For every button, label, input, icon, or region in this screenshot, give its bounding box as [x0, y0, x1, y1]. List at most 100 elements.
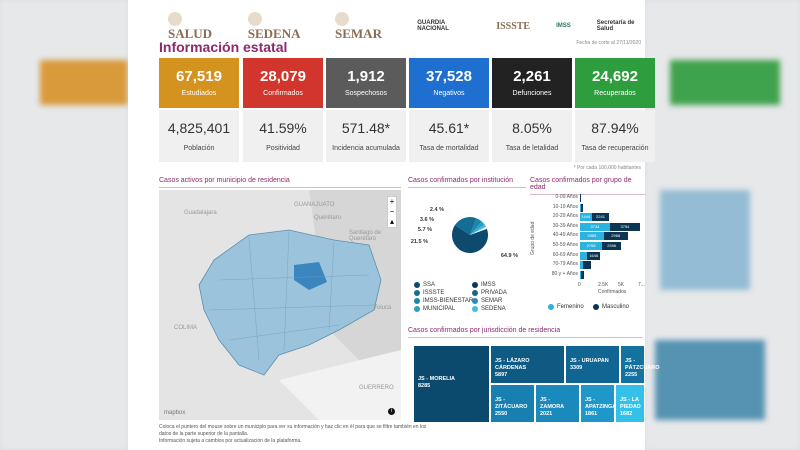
bar-male[interactable]: 3754 — [609, 222, 640, 231]
pie-slice[interactable] — [452, 225, 488, 253]
cell-value: 1682 — [620, 411, 633, 417]
legend-item[interactable]: SSA — [414, 282, 435, 288]
bar-female[interactable] — [580, 270, 582, 279]
age-group-label: 60-69 Años — [552, 251, 578, 258]
legend-dot-icon — [548, 304, 554, 310]
bar-female[interactable]: 2758 — [580, 242, 603, 250]
card-label: Estudiados — [181, 90, 217, 97]
treemap-cell[interactable]: JS - APATZINGÁN 1861 — [580, 384, 621, 423]
bar-male[interactable] — [580, 203, 583, 212]
stat-card-recuperados[interactable]: 24,692 Recuperados 87.94% Tasa de recuperac… — [575, 58, 655, 162]
legend-item[interactable]: PRIVADA — [472, 290, 507, 296]
map-label: GUANAJUATO — [294, 202, 335, 208]
cutoff-date: Fecha de corte al 27/11/2020 — [576, 40, 641, 46]
pie-slice[interactable] — [455, 217, 477, 235]
logo-salud: SALUD — [168, 10, 222, 42]
bar-female[interactable]: 2985 — [580, 232, 604, 241]
age-legend-item[interactable]: Masculino — [593, 304, 629, 310]
stat-card-sospechosos[interactable]: 1,912 Sospechosos 571.48* Incidencia acumul… — [326, 58, 406, 162]
mapbox-attribution[interactable]: mapbox — [164, 410, 186, 416]
legend-item[interactable]: MUNICIPAL — [414, 306, 455, 312]
age-group-label: 50-59 Años — [552, 242, 578, 248]
legend-label: IMSS — [481, 282, 496, 288]
pie-slice[interactable] — [470, 221, 485, 235]
card-sub-label: Positividad — [266, 145, 300, 152]
bar-female[interactable]: 1444 — [580, 213, 592, 222]
bar-male[interactable]: 2968 — [603, 232, 628, 241]
pie-label: 5.7 % — [418, 227, 432, 233]
cell-name: JS - LÁZARO CÁRDENAS — [495, 358, 530, 371]
legend-item[interactable]: SEMAR — [472, 298, 502, 304]
cell-name: JS - APATZINGÁN — [585, 397, 621, 410]
x-tick: 7... — [638, 282, 645, 288]
treemap-cell[interactable]: JS - PÁTZCUARO 2255 — [620, 345, 660, 384]
stat-card-negativos[interactable]: 37,528 Negativos 45.61* Tasa de mortalidad — [409, 58, 489, 162]
bar-male[interactable] — [583, 261, 591, 270]
map-label: Toluca — [374, 305, 392, 311]
legend-item[interactable]: IMSS-BIENESTAR — [414, 298, 473, 304]
map-shapes — [198, 190, 401, 420]
treemap-cell[interactable]: JS - ZAMORA 2021 — [535, 384, 580, 423]
compass-icon[interactable]: ▴ — [389, 217, 394, 226]
bar-male[interactable]: 2396 — [602, 242, 622, 250]
pie-slice[interactable] — [470, 224, 487, 235]
map-title: Casos activos por municipio de residenci… — [159, 177, 401, 188]
card-sub-value: 4,825,401 — [167, 120, 231, 136]
legend-dot-icon — [414, 298, 420, 304]
treemap-cell[interactable]: JS - URUAPAN 3309 — [565, 345, 620, 384]
footnote: Coloca el puntero del mouse sobre un mun… — [159, 424, 427, 437]
bar-male[interactable]: 2241 — [591, 213, 610, 222]
card-sub-value: 45.61* — [428, 120, 470, 136]
legend-item[interactable]: ISSSTE — [414, 290, 444, 296]
legend-label: MUNICIPAL — [423, 306, 456, 312]
map-zoom-controls[interactable]: + − ▴ — [387, 196, 397, 228]
bar-male[interactable]: 1646 — [587, 251, 601, 260]
bar-female[interactable]: 3744 — [580, 222, 610, 231]
institution-title: Casos confirmados por institución — [408, 177, 526, 188]
age-title: Casos confirmados por grupo de edad — [530, 177, 645, 195]
bar-male[interactable] — [581, 270, 585, 279]
legend-label: SSA — [423, 282, 436, 288]
map-label: GUERRERO — [359, 385, 394, 391]
legend-label: IMSS-BIENESTAR — [423, 298, 474, 304]
treemap-cell[interactable]: JS - ZITÁCUARO 2550 — [490, 384, 535, 423]
municipality-map[interactable]: Guadalajara GUANAJUATO Querétaro Santiag… — [159, 190, 401, 420]
cell-name: JS - ZITÁCUARO — [495, 397, 528, 410]
treemap-cell[interactable]: JS - LA PIEDAD 1682 — [615, 384, 645, 423]
pie-label: 3.6 % — [420, 217, 434, 223]
logo-sedena: SEDENA — [247, 10, 309, 42]
age-legend-item[interactable]: Femenino — [548, 304, 584, 310]
stat-card-confirmados[interactable]: 28,079 Confirmados 41.59% Positividad — [243, 58, 323, 162]
legend-item[interactable]: SEDENA — [472, 306, 506, 312]
legend-label: ISSSTE — [423, 290, 445, 296]
legend-label: Femenino — [557, 304, 584, 310]
legend-dot-icon — [472, 298, 478, 304]
legend-dot-icon — [472, 282, 478, 288]
zoom-in-icon[interactable]: + — [389, 197, 395, 206]
x-tick: 5K — [618, 282, 625, 288]
stat-card-defunciones[interactable]: 2,261 Defunciones 8.05% Tasa de letalidad — [492, 58, 572, 162]
age-axis-label: Grupo de edad — [530, 221, 536, 255]
jurisdiction-title: Casos confirmados por jurisdicción de re… — [408, 327, 643, 338]
card-sub-value: 8.05% — [512, 120, 552, 136]
logo-guardia: GUARDIA NACIONAL — [417, 20, 449, 32]
legend-label: SEDENA — [481, 306, 506, 312]
legend-label: Masculino — [602, 304, 630, 310]
card-value: 67,519 — [176, 68, 222, 85]
bar-female[interactable] — [580, 203, 581, 212]
pie-slice[interactable] — [470, 218, 482, 235]
michoacan-state[interactable] — [198, 229, 382, 376]
treemap-cell[interactable]: JS - LÁZARO CÁRDENAS 5897 — [490, 345, 565, 384]
morelia-municipality[interactable] — [294, 262, 327, 290]
bar-female[interactable] — [580, 251, 588, 260]
x-tick: 0 — [578, 282, 581, 288]
zoom-out-icon[interactable]: − — [389, 207, 395, 216]
info-icon[interactable]: i — [388, 408, 395, 415]
legend-item[interactable]: IMSS — [472, 282, 496, 288]
stat-card-estudiados[interactable]: 67,519 Estudiados 4,825,401 Población — [159, 58, 239, 162]
logo-bar: SALUD SEDENA SEMAR GUARDIA NACIONAL ISSS… — [168, 10, 645, 42]
card-label: Defunciones — [512, 90, 552, 97]
legend-dot-icon — [414, 282, 420, 288]
bar-female[interactable] — [580, 261, 584, 270]
treemap-cell[interactable]: JS - MORELIA 8285 — [413, 345, 490, 423]
